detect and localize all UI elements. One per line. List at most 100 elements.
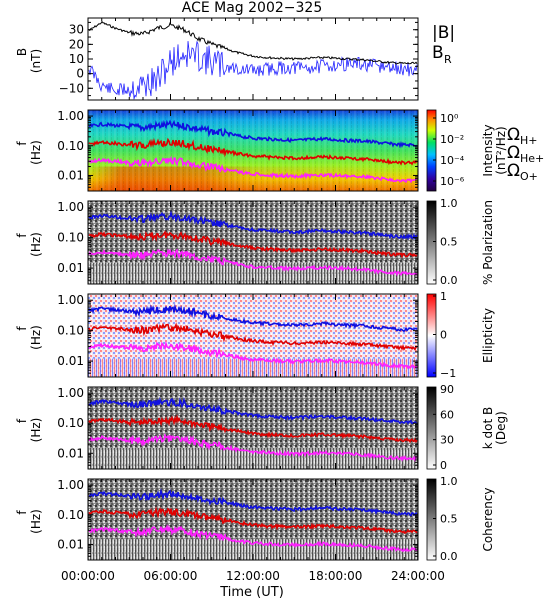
y-tick-label: 20 — [69, 37, 84, 51]
b-magnitude-series-line — [88, 20, 418, 65]
y-tick-label: 1.00 — [57, 478, 84, 492]
panel-polarization: 1.00 0.10 0.01 f (Hz) 1.0 0.5 0.0 % Polarization — [15, 197, 495, 287]
intensity-x-ticks — [87, 110, 419, 191]
coherency-ylabel: f — [15, 510, 29, 515]
colorbar-tick-label: 1.0 — [440, 197, 458, 210]
intensity-texture — [88, 110, 418, 191]
colorbar-tick-label: 10⁰ — [440, 112, 459, 125]
x-tick-label: 18:00:00 — [309, 569, 363, 583]
legend-omega-sub-o_sub: O+ — [520, 170, 538, 183]
y-tick-label: 0.10 — [57, 324, 84, 338]
polarization-colorbar: 1.0 0.5 0.0 % Polarization — [426, 197, 495, 287]
colorbar-tick-label: 0.0 — [440, 550, 458, 563]
panel-ellipticity: 1.00 0.10 0.01 f (Hz) 1 0 −1 Ellipticity — [15, 290, 495, 380]
y-tick-label: 0.10 — [57, 139, 84, 153]
intensity-he-gyro-line — [88, 137, 418, 166]
legend-omega-o_sub: Ω — [507, 161, 520, 181]
legend-br: B — [432, 43, 444, 63]
b-yunit: (nT) — [29, 49, 43, 73]
kdotb-y-ticks: 1.00 0.10 0.01 — [57, 386, 418, 470]
polarization-ylabel: f — [15, 233, 29, 238]
b-ylabel: B — [15, 48, 29, 56]
colorbar-tick-label: 30 — [440, 434, 454, 447]
intensity-y-ticks: 1.00 0.10 0.01 — [57, 109, 418, 192]
y-tick-label: 0.01 — [57, 261, 84, 275]
x-tick-label: 06:00:00 — [144, 569, 198, 583]
coherency-h-gyro-line — [88, 488, 418, 517]
legend-omega-he_sub: Ω — [507, 143, 520, 163]
colorbar-tick-label: 90 — [440, 383, 454, 396]
kdotb-h-gyro-line — [88, 396, 418, 425]
legend-abs-b: |B| — [432, 23, 455, 43]
intensity-colorbar: 10⁰ 10⁻² 10⁻⁴ 10⁻⁶ Intensity (nT²/Hz) — [426, 109, 508, 192]
intensity-o-gyro-line — [88, 155, 418, 184]
colorbar-scale — [426, 109, 437, 192]
ellipticity-colorbar: 1 0 −1 Ellipticity — [426, 290, 495, 380]
ellipticity-x-ticks — [87, 294, 419, 377]
y-tick-label: −10 — [59, 81, 84, 95]
colorbar-scale — [426, 293, 437, 378]
polarization-x-ticks — [87, 201, 419, 284]
colorbar-scale — [426, 478, 437, 561]
ellipticity-he-gyro-line — [88, 322, 418, 351]
panel-coherency: 1.00 0.10 0.01 f (Hz) 1.0 0.5 0.0 Coherency — [15, 475, 495, 563]
colorbar-tick-label: 1 — [440, 290, 447, 303]
polarization-h-gyro-line — [88, 210, 418, 241]
ellipticity-yunit: (Hz) — [29, 325, 43, 350]
kdotb-o-gyro-line — [89, 433, 418, 462]
colorbar-tick-label: 0.0 — [440, 274, 458, 287]
colorbar-tick-label: 10⁻² — [440, 133, 464, 146]
y-tick-label: 0.01 — [57, 354, 84, 368]
coherency-he-gyro-line — [88, 506, 418, 535]
b-x-ticks — [87, 18, 419, 100]
colorbar-label: Ellipticity — [481, 308, 495, 363]
polarization-yunit: (Hz) — [29, 232, 43, 257]
colorbar-tick-label: 0 — [440, 329, 447, 342]
intensity-h-gyro-line — [88, 119, 418, 149]
gyrofrequency-legend: Ω H+Ω He+Ω O+ — [507, 125, 544, 183]
colorbar-scale — [426, 386, 437, 470]
polarization-he-gyro-line — [88, 230, 418, 259]
polarization-y-ticks: 1.00 0.10 0.01 — [57, 200, 418, 285]
br-series-line — [88, 40, 418, 100]
intensity-yunit: (Hz) — [29, 140, 43, 165]
y-tick-label: 0.01 — [57, 446, 84, 460]
y-tick-label: 1.00 — [57, 109, 84, 123]
coherency-o-gyro-line — [88, 523, 418, 553]
y-tick-label: 1.00 — [57, 293, 84, 307]
legend-omega-sub-he_sub: He+ — [520, 152, 544, 165]
y-tick-label: 0 — [76, 67, 84, 81]
ellipticity-ylabel: f — [15, 326, 29, 331]
y-tick-label: 0.01 — [57, 537, 84, 551]
y-tick-label: 0.01 — [57, 168, 84, 182]
colorbar-label: Intensity — [481, 124, 495, 176]
colorbar-label: % Polarization — [481, 200, 495, 285]
x-tick-label: 00:00:00 — [61, 569, 115, 583]
colorbar-tick-label: −1 — [440, 367, 456, 380]
colorbar-tick-label: 0.5 — [440, 236, 458, 249]
colorbar-label: k dot B — [481, 407, 495, 449]
y-tick-label: 0.10 — [57, 508, 84, 522]
panel-kdotb: 1.00 0.10 0.01 f (Hz) 90 60 30 0 k dot B (Deg) — [15, 383, 508, 472]
coherency-x-ticks — [87, 479, 419, 560]
time-axis: 00:00:00 06:00:00 12:00:00 18:00:00 24:00:00 — [61, 569, 445, 583]
ellipticity-o-gyro-line — [88, 340, 418, 370]
kdotb-he-gyro-line — [88, 414, 418, 444]
y-tick-label: 0.10 — [57, 231, 84, 245]
panel-intensity: 1.00 0.10 0.01 f (Hz) 10⁰ 10⁻² 10⁻⁴ 10⁻⁶ Intensit… — [15, 109, 508, 192]
colorbar-tick-label: 10⁻⁴ — [440, 154, 465, 167]
kdotb-yunit: (Hz) — [29, 418, 43, 443]
b-panel-legend: |B|B R — [432, 23, 455, 66]
kdotb-x-ticks — [87, 387, 419, 469]
y-tick-label: 0.10 — [57, 416, 84, 430]
kdotb-colorbar: 90 60 30 0 k dot B (Deg) — [426, 383, 508, 472]
ellipticity-h-gyro-line — [88, 303, 418, 333]
intensity-ylabel: f — [15, 141, 29, 146]
coherency-colorbar: 1.0 0.5 0.0 Coherency — [426, 475, 495, 563]
colorbar-unit: (nT²/Hz) — [494, 126, 508, 174]
x-tick-label: 24:00:00 — [391, 569, 445, 583]
figure-title: ACE Mag 2002−325 — [182, 0, 322, 16]
